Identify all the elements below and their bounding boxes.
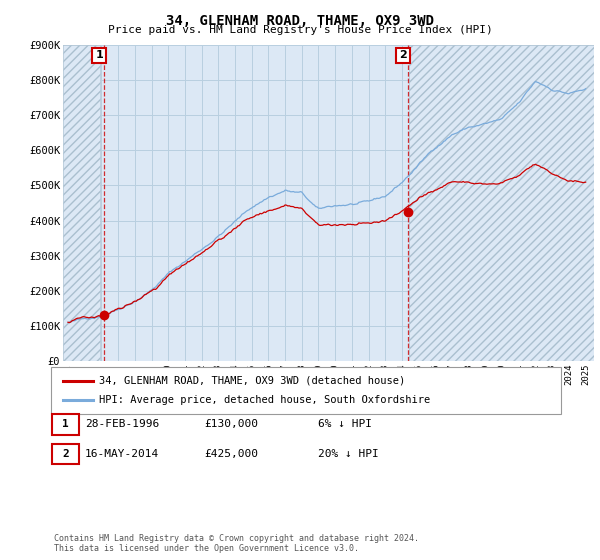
Text: 2: 2 <box>399 50 407 60</box>
Text: 6% ↓ HPI: 6% ↓ HPI <box>318 419 372 430</box>
Text: £425,000: £425,000 <box>204 449 258 459</box>
Text: 20% ↓ HPI: 20% ↓ HPI <box>318 449 379 459</box>
Text: 2: 2 <box>62 449 69 459</box>
Text: 1: 1 <box>62 419 69 430</box>
Text: Price paid vs. HM Land Registry's House Price Index (HPI): Price paid vs. HM Land Registry's House … <box>107 25 493 35</box>
Text: HPI: Average price, detached house, South Oxfordshire: HPI: Average price, detached house, Sout… <box>99 395 430 405</box>
Text: 1: 1 <box>95 50 103 60</box>
Text: 34, GLENHAM ROAD, THAME, OX9 3WD (detached house): 34, GLENHAM ROAD, THAME, OX9 3WD (detach… <box>99 376 405 386</box>
Text: 16-MAY-2014: 16-MAY-2014 <box>85 449 160 459</box>
Text: 28-FEB-1996: 28-FEB-1996 <box>85 419 160 430</box>
Text: Contains HM Land Registry data © Crown copyright and database right 2024.
This d: Contains HM Land Registry data © Crown c… <box>54 534 419 553</box>
Text: £130,000: £130,000 <box>204 419 258 430</box>
Text: 34, GLENHAM ROAD, THAME, OX9 3WD: 34, GLENHAM ROAD, THAME, OX9 3WD <box>166 14 434 28</box>
